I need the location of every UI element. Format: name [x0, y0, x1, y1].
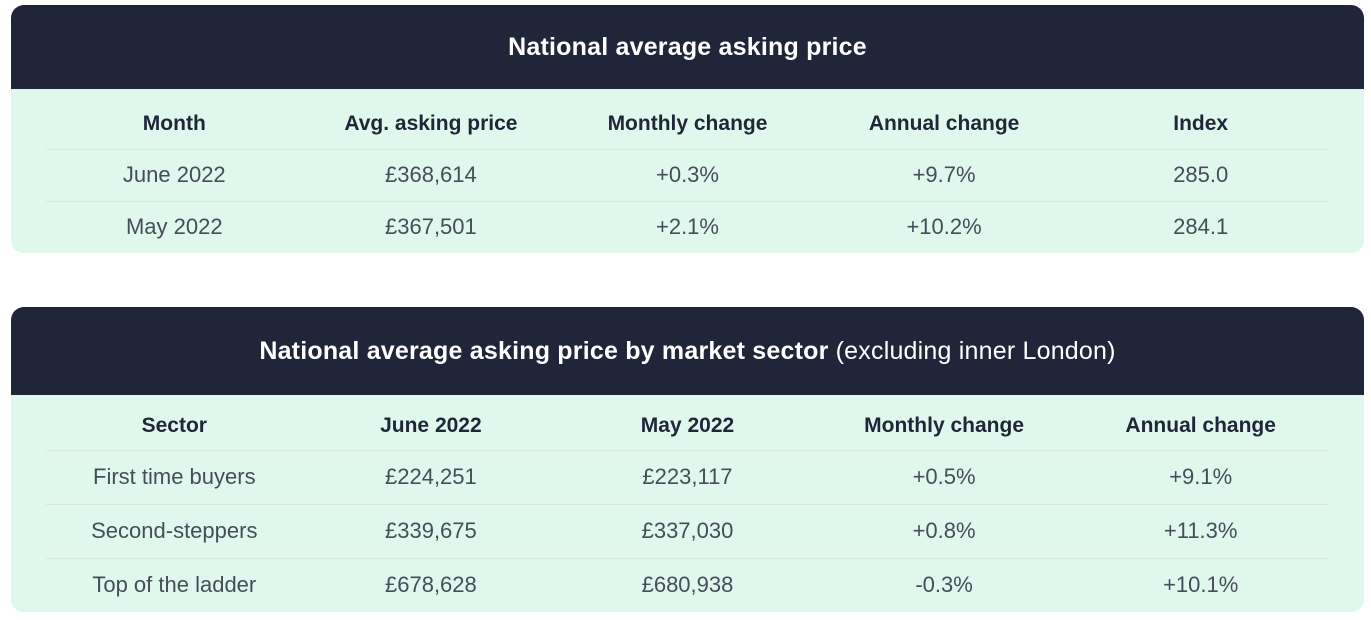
market-sector-table: Sector June 2022 May 2022 Monthly change…: [46, 395, 1329, 612]
table-title-suffix: (excluding inner London): [828, 336, 1116, 365]
table-cell-annual-change: +11.3%: [1072, 503, 1329, 558]
column-header-index: Index: [1173, 111, 1229, 135]
table-cell-annual-change: +9.1%: [1072, 449, 1329, 504]
table-cell-june-2022: £678,628: [302, 557, 560, 612]
table-cell-june-2022: £339,675: [302, 503, 560, 558]
table-title: National average asking price: [508, 33, 867, 62]
column-header-may-2022: May 2022: [640, 414, 735, 438]
table-cell-avg-asking-price: £367,501: [302, 200, 560, 253]
table-title-bar: National average asking price: [11, 5, 1364, 89]
table-title-main: National average asking price: [508, 32, 867, 61]
table-cell-annual-change: +10.1%: [1072, 557, 1329, 612]
table-title-bar: National average asking price by market …: [11, 307, 1364, 395]
table-row: June 2022 £368,614 +0.3% +9.7% 285.0: [46, 148, 1329, 201]
table-title: National average asking price by market …: [259, 337, 1115, 366]
national-average-asking-price-card: National average asking price Month Avg.…: [11, 5, 1364, 253]
table-body: Month Avg. asking price Monthly change A…: [11, 89, 1364, 253]
table-cell-june-2022: £224,251: [302, 449, 560, 504]
table-row: Second-steppers £339,675 £337,030 +0.8% …: [46, 503, 1329, 558]
table-cell-monthly-change: +2.1%: [559, 200, 816, 253]
table-cell-sector: First time buyers: [46, 449, 303, 504]
table-row: First time buyers £224,251 £223,117 +0.5…: [46, 449, 1329, 504]
table-cell-sector: Top of the ladder: [46, 557, 303, 612]
column-header-annual-change: Annual change: [868, 111, 1020, 135]
table-body: Sector June 2022 May 2022 Monthly change…: [11, 395, 1364, 612]
table-cell-index: 285.0: [1072, 148, 1329, 201]
table-cell-may-2022: £337,030: [559, 503, 816, 558]
table-cell-monthly-change: -0.3%: [815, 557, 1073, 612]
table-cell-index: 284.1: [1072, 200, 1329, 253]
table-cell-month: June 2022: [46, 148, 303, 201]
column-header-annual-change: Annual change: [1125, 414, 1276, 438]
table-cell-monthly-change: +0.8%: [815, 503, 1073, 558]
table-cell-may-2022: £223,117: [559, 449, 816, 504]
table-cell-sector: Second-steppers: [46, 503, 303, 558]
table-title-main: National average asking price by market …: [259, 336, 829, 365]
table-row: May 2022 £367,501 +2.1% +10.2% 284.1: [46, 200, 1329, 253]
table-header-row: Sector June 2022 May 2022 Monthly change…: [46, 395, 1329, 450]
table-cell-monthly-change: +0.3%: [559, 148, 816, 201]
table-cell-avg-asking-price: £368,614: [302, 148, 560, 201]
table-cell-may-2022: £680,938: [559, 557, 816, 612]
national-average-asking-price-table: Month Avg. asking price Monthly change A…: [46, 89, 1329, 253]
column-header-june-2022: June 2022: [380, 414, 482, 438]
table-header-row: Month Avg. asking price Monthly change A…: [46, 89, 1329, 149]
column-header-sector: Sector: [141, 414, 207, 438]
table-cell-month: May 2022: [46, 200, 303, 253]
table-row: Top of the ladder £678,628 £680,938 -0.3…: [46, 557, 1329, 612]
market-sector-card: National average asking price by market …: [11, 307, 1364, 612]
table-cell-annual-change: +9.7%: [815, 148, 1073, 201]
table-cell-annual-change: +10.2%: [815, 200, 1073, 253]
column-header-month: Month: [142, 111, 206, 135]
column-header-avg-asking-price: Avg. asking price: [344, 111, 518, 135]
column-header-monthly-change: Monthly change: [607, 111, 768, 135]
column-header-monthly-change: Monthly change: [864, 414, 1024, 438]
table-cell-monthly-change: +0.5%: [815, 449, 1073, 504]
